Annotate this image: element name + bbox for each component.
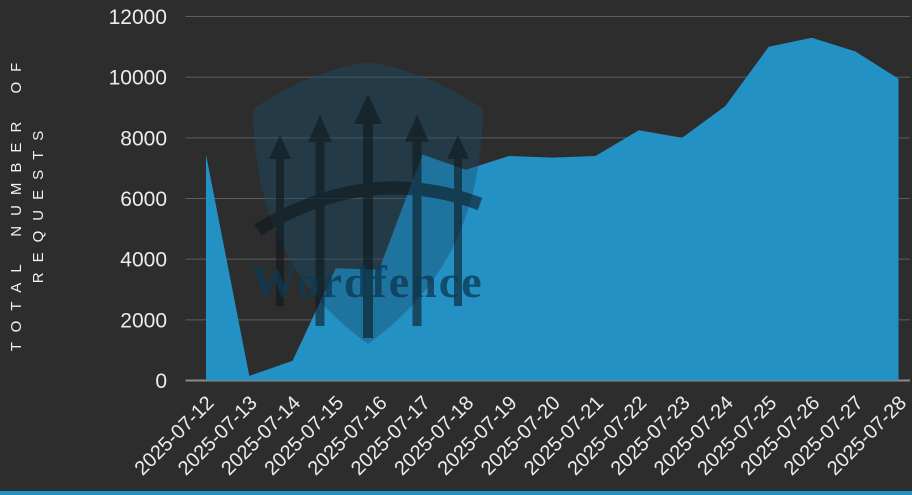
watermark-arrow-icon (354, 94, 382, 338)
y-tick-label: 6000 (120, 188, 167, 211)
y-axis-title: TOTAL NUMBER OF REQUESTS (8, 52, 47, 352)
y-tick-labels: 0 2000 4000 6000 8000 10000 12000 (109, 6, 167, 393)
watermark-arrow-icon (447, 135, 469, 306)
y-tick-label: 8000 (120, 127, 167, 150)
bottom-accent-bar (0, 491, 912, 495)
watermark-arrow-icon (308, 115, 332, 326)
x-tick-labels: 2025-07-122025-07-132025-07-142025-07-15… (131, 392, 911, 480)
y-tick-label: 12000 (109, 6, 167, 29)
y-tick-label: 0 (155, 370, 167, 393)
watermark-globe-arc (254, 181, 483, 236)
watermark-arrows-icon (254, 94, 483, 338)
requests-area-series (206, 37, 899, 381)
watermark-arrow-icon (405, 115, 429, 326)
y-tick-label: 10000 (109, 67, 167, 90)
y-tick-label: 2000 (120, 309, 167, 332)
y-tick-label: 4000 (120, 249, 167, 272)
watermark-wordmark: Wordfence (251, 256, 484, 307)
wordfence-watermark-logo: Wordfence (251, 62, 484, 344)
